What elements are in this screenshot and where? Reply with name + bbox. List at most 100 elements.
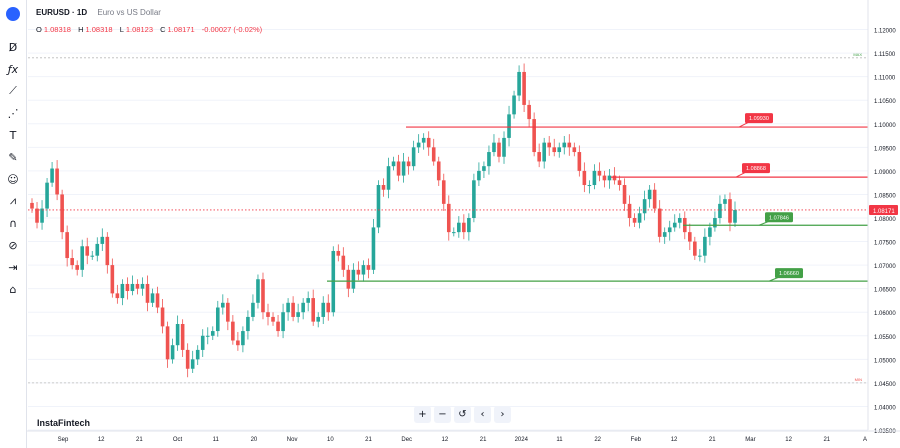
candle-body bbox=[60, 194, 64, 233]
x-tick-label: 21 bbox=[136, 437, 143, 443]
trend-line-icon[interactable]: ⟋ bbox=[9, 84, 17, 97]
candle-body bbox=[75, 265, 79, 270]
candle-body bbox=[693, 241, 697, 256]
candle-body bbox=[436, 161, 441, 181]
candle-body bbox=[346, 269, 351, 289]
candle-body bbox=[667, 227, 672, 233]
y-tick-label: 1.04000 bbox=[874, 405, 896, 411]
candle-body bbox=[622, 185, 627, 204]
candle-body bbox=[45, 182, 49, 209]
candle-body bbox=[386, 166, 391, 190]
candle-body bbox=[301, 302, 305, 313]
candle-body bbox=[291, 302, 295, 317]
zoom-in-button[interactable]: + bbox=[414, 406, 431, 423]
reset-button[interactable]: ↺ bbox=[454, 406, 471, 423]
candle-body bbox=[542, 142, 546, 162]
candle-body bbox=[607, 175, 612, 181]
x-tick-label: 11 bbox=[213, 437, 220, 443]
zoom-out-button[interactable]: − bbox=[434, 406, 451, 423]
x-tick-label: 22 bbox=[594, 437, 601, 443]
candle-body bbox=[577, 152, 582, 171]
candle-body bbox=[517, 71, 521, 96]
candle-body bbox=[426, 137, 431, 148]
y-tick-label: 1.07500 bbox=[874, 241, 896, 247]
x-tick-label: Sep bbox=[58, 437, 69, 443]
candle-body bbox=[718, 203, 722, 218]
x-tick-label: 21 bbox=[480, 437, 487, 443]
candle-body bbox=[140, 283, 145, 289]
candle-body bbox=[351, 269, 356, 289]
y-tick-label: 1.09500 bbox=[874, 146, 896, 152]
x-tick-label: 10 bbox=[327, 437, 334, 443]
candle-body bbox=[195, 349, 200, 360]
candle-body bbox=[582, 170, 587, 186]
candle-body bbox=[421, 137, 426, 143]
magnet-icon[interactable]: ∩ bbox=[8, 216, 18, 230]
candle-body bbox=[492, 142, 496, 153]
candle-body bbox=[562, 142, 567, 148]
candle-body bbox=[371, 227, 376, 270]
candle-body bbox=[597, 170, 602, 176]
fib-icon[interactable]: ⋰ bbox=[7, 106, 19, 120]
support-label: 1.06660 bbox=[779, 271, 799, 277]
symbol-description: Euro vs US Dollar bbox=[97, 8, 161, 17]
candle-body bbox=[336, 250, 341, 256]
scroll-right-button[interactable]: › bbox=[494, 406, 511, 423]
max-label: MAX bbox=[853, 52, 862, 57]
candle-body bbox=[85, 246, 90, 256]
open-value: 1.08318 bbox=[43, 25, 71, 34]
candle-body bbox=[547, 142, 552, 148]
candle-body bbox=[728, 199, 732, 223]
y-tick-label: 1.11000 bbox=[874, 76, 896, 82]
support-tag bbox=[775, 268, 803, 279]
y-tick-label: 1.06500 bbox=[874, 288, 896, 294]
candle-body bbox=[452, 232, 456, 234]
text-icon[interactable]: T bbox=[9, 128, 17, 142]
close-label: C bbox=[160, 25, 166, 34]
cursor-icon[interactable]: D̸ bbox=[8, 40, 18, 54]
ruler-icon[interactable]: ⩘ bbox=[9, 194, 17, 207]
high-label: H bbox=[78, 25, 84, 34]
logo-icon[interactable] bbox=[6, 7, 20, 21]
change-value: -0.00027 (-0.02%) bbox=[201, 25, 263, 34]
candle-body bbox=[527, 104, 531, 120]
y-tick-label: 1.05500 bbox=[874, 335, 896, 341]
candle-body bbox=[281, 312, 285, 332]
resistance-label: 1.09930 bbox=[749, 116, 769, 122]
candle-body bbox=[537, 152, 541, 162]
candle-body bbox=[251, 302, 255, 317]
candle-body bbox=[95, 243, 100, 256]
candle-body bbox=[552, 147, 557, 153]
y-tick-label: 1.04500 bbox=[874, 382, 896, 388]
brush-icon[interactable]: ✎ bbox=[8, 150, 18, 164]
candle-body bbox=[361, 265, 366, 275]
fx-icon[interactable]: ƒx bbox=[7, 62, 19, 76]
candle-body bbox=[135, 283, 140, 289]
candle-body bbox=[115, 293, 120, 299]
candle-body bbox=[200, 335, 205, 350]
trash-icon[interactable]: ⌂ bbox=[9, 282, 17, 296]
candle-body bbox=[70, 258, 74, 266]
x-tick-label: 21 bbox=[823, 437, 830, 443]
candle-body bbox=[416, 142, 421, 148]
candle-body bbox=[487, 152, 491, 167]
candle-body bbox=[231, 321, 235, 341]
candle-body bbox=[110, 265, 115, 294]
candle-body bbox=[431, 147, 436, 162]
lock-icon[interactable]: ⊘ bbox=[8, 238, 18, 252]
candle-body bbox=[30, 202, 34, 209]
candle-body bbox=[185, 349, 190, 369]
nav-controls: + − ↺ ‹ › bbox=[414, 406, 511, 423]
y-tick-label: 1.11500 bbox=[874, 52, 896, 58]
candle-body bbox=[612, 175, 617, 181]
y-tick-label: 1.09000 bbox=[874, 170, 896, 176]
y-tick-label: 1.10500 bbox=[874, 99, 896, 105]
scroll-left-button[interactable]: ‹ bbox=[474, 406, 491, 423]
visibility-icon[interactable]: ⇥ bbox=[8, 260, 18, 274]
close-value: 1.08171 bbox=[167, 25, 195, 34]
candle-body bbox=[55, 168, 59, 195]
y-tick-label: 1.08500 bbox=[874, 193, 896, 199]
smile-icon[interactable]: ☺ bbox=[7, 172, 19, 186]
candle-body bbox=[180, 324, 185, 350]
